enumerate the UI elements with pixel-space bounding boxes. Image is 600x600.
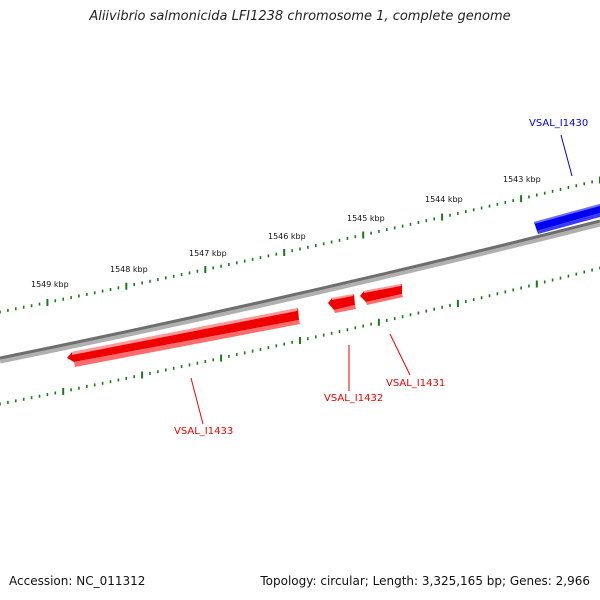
gene-leader-VSAL_I1430 (560, 134, 573, 177)
gene-VSAL_I1430[interactable] (534, 204, 600, 234)
gene-VSAL_I1432[interactable] (328, 294, 356, 313)
gene-label-VSAL_I1432[interactable]: VSAL_I1432 (324, 393, 383, 404)
map-title: Aliivibrio salmonicida LFI1238 chromosom… (89, 9, 511, 24)
accession-text: Accession: NC_011312 (9, 574, 146, 588)
tick-label-1549: 1549 kbp (31, 280, 69, 289)
tick-label-1543: 1543 kbp (503, 175, 541, 184)
gene-label-VSAL_I1433[interactable]: VSAL_I1433 (174, 426, 233, 437)
tick-label-1548: 1548 kbp (110, 265, 148, 274)
gene-leader-VSAL_I1431 (389, 333, 411, 376)
gene-VSAL_I1433[interactable] (67, 308, 300, 367)
gene-label-VSAL_I1431[interactable]: VSAL_I1431 (386, 378, 445, 389)
gene-leader-VSAL_I1433 (190, 377, 204, 425)
genome-stats-text: Topology: circular; Length: 3,325,165 bp… (260, 574, 590, 588)
gene-label-VSAL_I1430[interactable]: VSAL_I1430 (529, 118, 588, 129)
tick-label-1545: 1545 kbp (347, 214, 385, 223)
chromosome-backbone-shadow (0, 221, 600, 364)
tick-label-1547: 1547 kbp (189, 249, 227, 258)
gene-VSAL_I1431[interactable] (360, 284, 403, 305)
chromosome-backbone (0, 219, 600, 360)
tick-label-1546: 1546 kbp (268, 232, 306, 241)
tick-label-1544: 1544 kbp (425, 195, 463, 204)
outer-tick-row (0, 176, 600, 314)
inner-tick-row (0, 266, 600, 406)
